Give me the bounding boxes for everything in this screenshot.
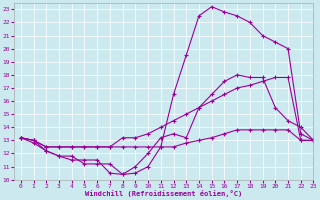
X-axis label: Windchill (Refroidissement éolien,°C): Windchill (Refroidissement éolien,°C): [85, 190, 243, 197]
